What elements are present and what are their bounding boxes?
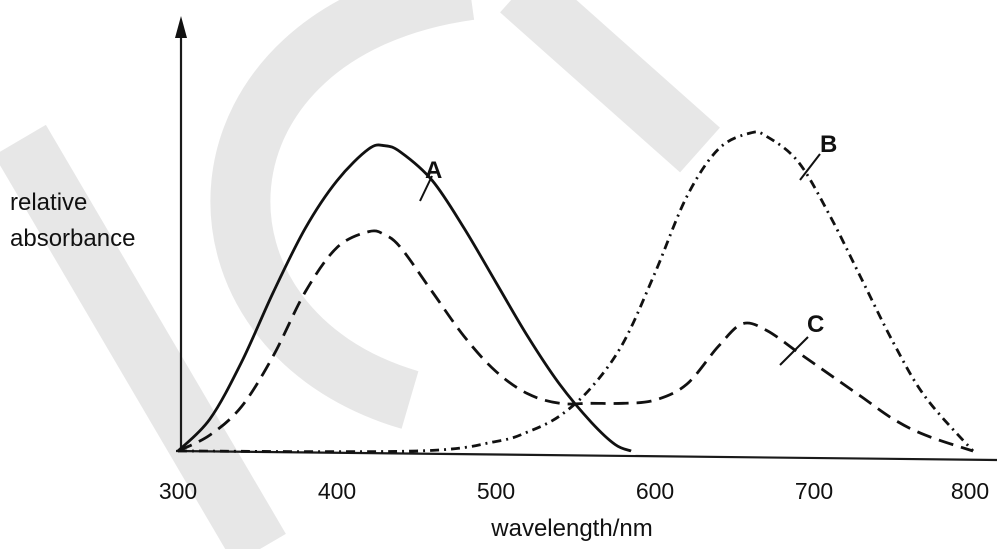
x-tick-label-400: 400 xyxy=(318,478,356,504)
y-axis-title-line2: absorbance xyxy=(10,225,135,252)
x-tick-label-600: 600 xyxy=(636,478,674,504)
x-tick-label-700: 700 xyxy=(795,478,833,504)
series-lines xyxy=(177,130,975,454)
series-label-a: A xyxy=(425,157,442,184)
x-axis-line xyxy=(175,449,998,462)
pointer-a xyxy=(419,175,433,202)
y-axis xyxy=(175,16,187,451)
x-tick-label-300: 300 xyxy=(159,478,197,504)
y-axis-title-line1: relative xyxy=(10,189,87,216)
series-label-b: B xyxy=(820,131,837,158)
x-tick-label-500: 500 xyxy=(477,478,515,504)
watermark-stroke-right xyxy=(500,0,720,173)
x-axis-title: wavelength/nm xyxy=(490,515,652,542)
series-line-c xyxy=(177,229,974,453)
pointer-b xyxy=(799,153,821,181)
series-label-c: C xyxy=(807,311,824,338)
y-axis-arrowhead xyxy=(175,16,187,38)
pointer-c xyxy=(779,336,809,366)
series-line-a xyxy=(177,143,632,453)
x-tick-label-800: 800 xyxy=(951,478,989,504)
watermark-stroke-left xyxy=(0,124,286,549)
x-tick-labels: 300 400 500 600 700 800 xyxy=(159,478,989,504)
series-line-b xyxy=(177,130,975,454)
watermark-logo xyxy=(0,0,720,549)
watermark-arc xyxy=(210,0,475,429)
series-label-pointers xyxy=(419,153,821,366)
